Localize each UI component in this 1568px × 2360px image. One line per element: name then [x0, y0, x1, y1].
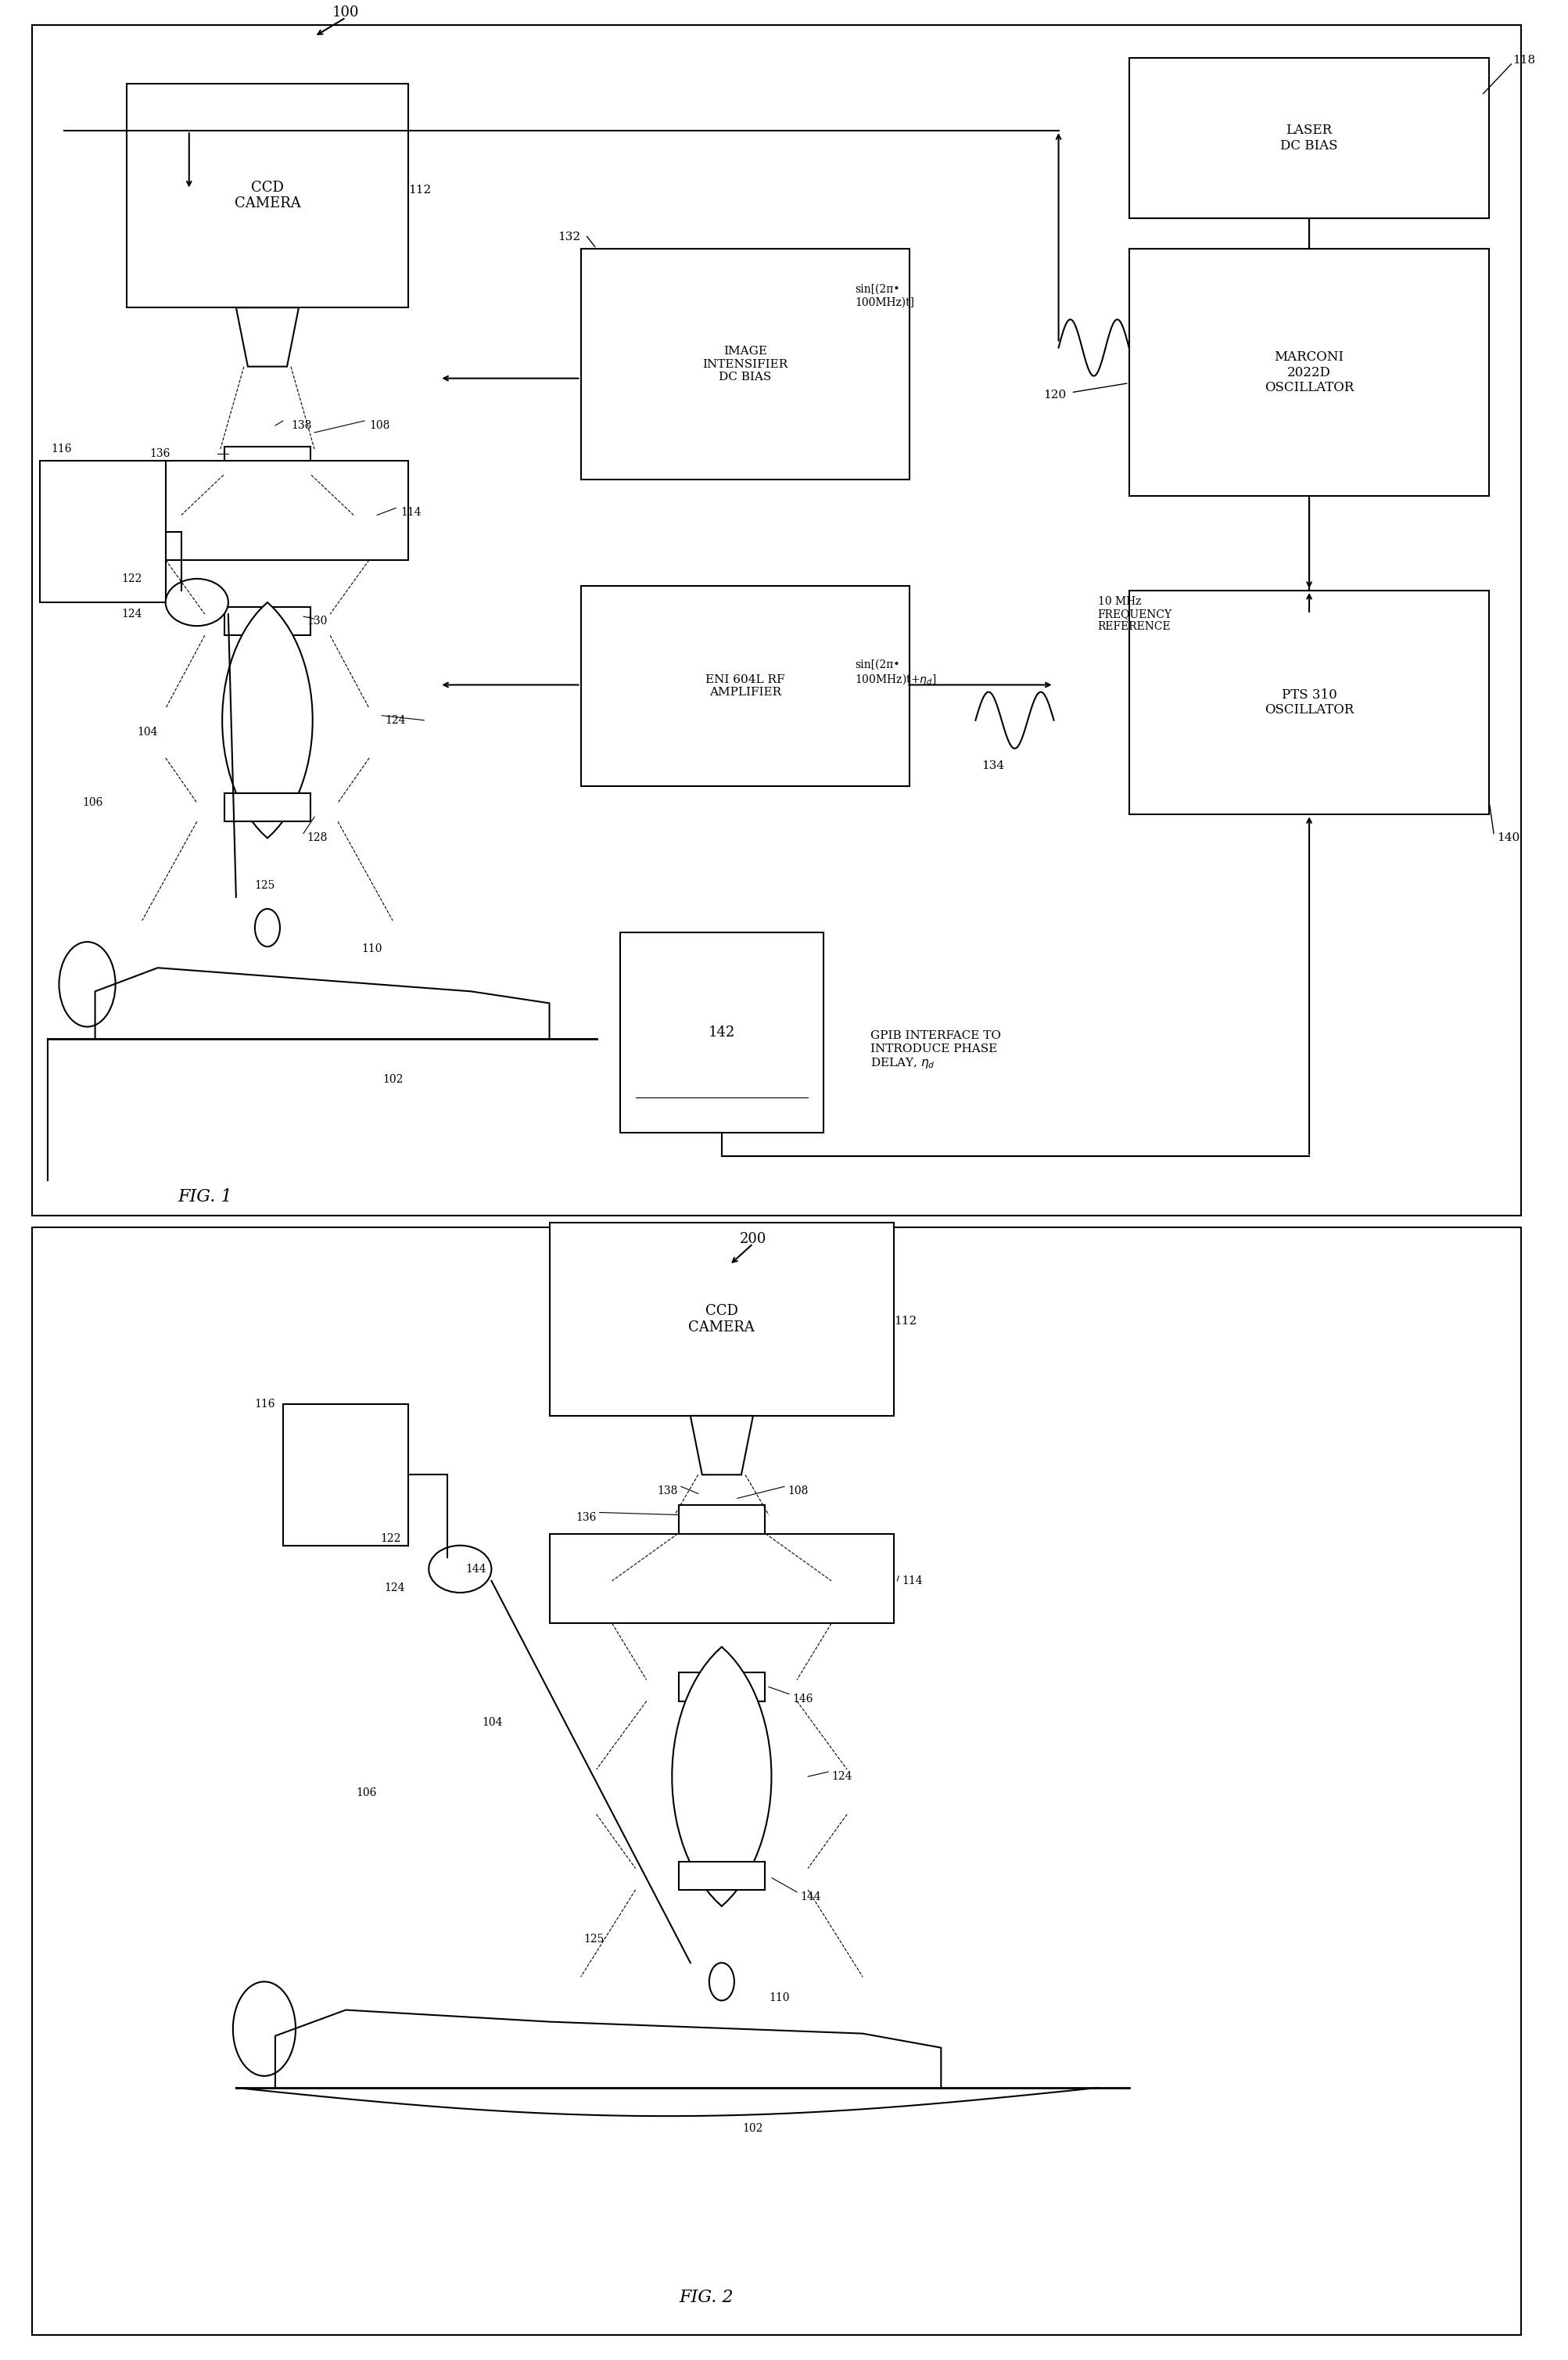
Text: GPIB INTERFACE TO
INTRODUCE PHASE
DELAY, $\eta_d$: GPIB INTERFACE TO INTRODUCE PHASE DELAY,… [870, 1031, 1000, 1069]
Text: 114: 114 [400, 507, 422, 519]
FancyBboxPatch shape [224, 607, 310, 635]
Text: 144: 144 [466, 1565, 486, 1574]
Text: 138: 138 [657, 1487, 677, 1496]
Text: 144: 144 [800, 1890, 820, 1902]
Ellipse shape [166, 578, 227, 625]
Text: 112: 112 [408, 184, 431, 196]
FancyBboxPatch shape [580, 585, 909, 786]
Text: ENI 604L RF
AMPLIFIER: ENI 604L RF AMPLIFIER [706, 675, 784, 699]
Text: 124: 124 [384, 715, 406, 725]
Text: 136: 136 [575, 1513, 596, 1522]
FancyBboxPatch shape [33, 1227, 1519, 2336]
Text: 130: 130 [306, 616, 328, 628]
FancyBboxPatch shape [41, 460, 166, 602]
Text: sin[(2π•
100MHz)t]: sin[(2π• 100MHz)t] [855, 283, 914, 307]
Polygon shape [690, 1416, 753, 1475]
FancyBboxPatch shape [619, 932, 823, 1133]
FancyBboxPatch shape [282, 1404, 408, 1546]
FancyBboxPatch shape [127, 83, 408, 307]
Text: CCD
CAMERA: CCD CAMERA [234, 179, 301, 210]
Text: 132: 132 [558, 231, 580, 243]
Text: PTS 310
OSCILLATOR: PTS 310 OSCILLATOR [1264, 689, 1353, 717]
Text: 136: 136 [151, 448, 171, 460]
Text: 120: 120 [1043, 389, 1066, 401]
Text: 110: 110 [361, 944, 383, 953]
Circle shape [232, 1982, 295, 2077]
Text: FIG. 2: FIG. 2 [679, 2289, 732, 2306]
FancyBboxPatch shape [549, 1222, 894, 1416]
Text: 125: 125 [254, 880, 274, 890]
Ellipse shape [428, 1546, 491, 1593]
Polygon shape [235, 307, 298, 366]
FancyBboxPatch shape [1129, 248, 1488, 496]
Text: 124: 124 [384, 1584, 405, 1593]
Text: 118: 118 [1512, 54, 1535, 66]
Text: 108: 108 [368, 420, 390, 432]
Text: 102: 102 [742, 2124, 764, 2133]
Text: 114: 114 [902, 1576, 922, 1586]
Text: 102: 102 [383, 1074, 403, 1086]
Circle shape [60, 942, 116, 1027]
FancyBboxPatch shape [33, 24, 1519, 1215]
Text: FIG. 1: FIG. 1 [177, 1187, 232, 1206]
FancyBboxPatch shape [679, 1506, 765, 1534]
FancyBboxPatch shape [679, 1673, 765, 1702]
FancyBboxPatch shape [549, 1534, 894, 1624]
Text: 122: 122 [121, 573, 143, 585]
FancyBboxPatch shape [224, 793, 310, 821]
Text: MARCONI
2022D
OSCILLATOR: MARCONI 2022D OSCILLATOR [1264, 352, 1353, 394]
Text: 138: 138 [290, 420, 312, 432]
Text: 125: 125 [583, 1933, 604, 1945]
Text: 104: 104 [136, 727, 158, 736]
Text: 124: 124 [121, 609, 143, 621]
Text: 116: 116 [254, 1399, 274, 1409]
Text: 122: 122 [379, 1534, 400, 1543]
Text: 140: 140 [1496, 833, 1519, 843]
Text: sin[(2π•
100MHz)t+$\eta_d$]: sin[(2π• 100MHz)t+$\eta_d$] [855, 658, 936, 687]
Text: 128: 128 [306, 833, 328, 843]
Text: IMAGE
INTENSIFIER
DC BIAS: IMAGE INTENSIFIER DC BIAS [702, 347, 787, 382]
Polygon shape [671, 1647, 771, 1907]
Text: 108: 108 [787, 1487, 808, 1496]
Text: 142: 142 [709, 1027, 735, 1041]
Text: 110: 110 [768, 1992, 789, 2004]
FancyBboxPatch shape [224, 446, 310, 474]
FancyBboxPatch shape [580, 248, 909, 479]
FancyBboxPatch shape [127, 460, 408, 559]
Text: 100: 100 [332, 5, 359, 19]
Text: 104: 104 [481, 1716, 502, 1728]
FancyBboxPatch shape [1129, 590, 1488, 814]
Text: 200: 200 [739, 1232, 767, 1246]
FancyBboxPatch shape [679, 1862, 765, 1890]
Text: 116: 116 [52, 444, 72, 455]
FancyBboxPatch shape [1129, 57, 1488, 217]
Text: 106: 106 [82, 798, 103, 807]
Polygon shape [223, 602, 312, 838]
Text: 106: 106 [356, 1787, 376, 1798]
Text: 124: 124 [831, 1770, 851, 1782]
Text: LASER
DC BIAS: LASER DC BIAS [1279, 123, 1338, 151]
Text: CCD
CAMERA: CCD CAMERA [688, 1305, 754, 1333]
Text: 146: 146 [792, 1692, 812, 1704]
Text: 134: 134 [982, 760, 1004, 772]
Text: 112: 112 [894, 1317, 916, 1326]
Text: 10 MHz
FREQUENCY
REFERENCE: 10 MHz FREQUENCY REFERENCE [1098, 597, 1171, 632]
